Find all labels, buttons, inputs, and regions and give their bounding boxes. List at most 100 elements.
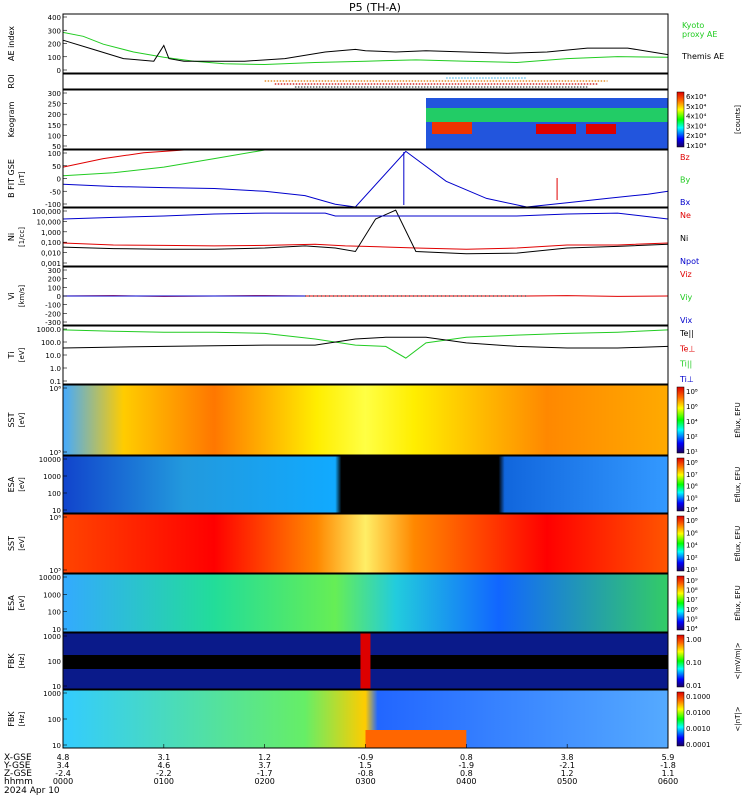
colorbar-tick-label: 10⁹ <box>686 577 698 585</box>
x-tick-zgse: 1.2 <box>561 769 574 778</box>
y-tick-label: 0 <box>57 293 61 301</box>
x-tick-xgse: -0.9 <box>358 753 374 762</box>
legend-entry: Te⊥ <box>679 344 695 353</box>
y-tick-label: 50 <box>52 143 61 151</box>
y-tick-label: 100,000 <box>32 208 61 216</box>
panel-frame <box>62 573 669 633</box>
x-tick-ygse: -1.8 <box>660 761 676 770</box>
colorbar-tick-label: 10⁴ <box>686 506 698 514</box>
colorbar-tick-label: 10¹ <box>686 566 698 574</box>
series-line <box>62 150 669 208</box>
colorbar-tick-label: 10¹ <box>686 448 698 456</box>
x-tick-xgse: 3.1 <box>157 753 170 762</box>
legend-entry: proxy AE <box>682 30 717 39</box>
legend-entry: Ti⊥ <box>679 375 694 384</box>
y-tick-label: 100 <box>48 284 61 292</box>
y-tick-label: 100.0 <box>41 339 61 347</box>
colorbar-tick-label: 10⁸ <box>686 388 698 396</box>
y-axis-label: ESA <box>7 595 16 611</box>
x-tick-xgse: 4.8 <box>57 753 70 762</box>
y-tick-label: 100 <box>48 716 61 724</box>
y-axis-units: [eV] <box>18 412 26 427</box>
y-axis-units: [eV] <box>18 477 26 492</box>
colorbar-label: Eflux, EFU <box>734 467 742 502</box>
panel-frame <box>62 325 669 385</box>
y-tick-label: 50 <box>52 163 61 171</box>
y-tick-label: 100 <box>48 150 61 158</box>
x-tick-hhmm: 0100 <box>154 777 174 786</box>
y-tick-label: 1,000 <box>41 229 61 237</box>
spectrogram <box>63 574 668 632</box>
spectrogram-band <box>365 730 467 748</box>
panel-frame <box>62 149 669 208</box>
y-axis-label: AE index <box>7 26 16 61</box>
y-axis-units: [Hz] <box>18 712 26 727</box>
y-tick-label: 1000 <box>43 591 61 599</box>
legend-entry: Te|| <box>679 329 694 338</box>
y-tick-label: 250 <box>48 101 61 109</box>
y-tick-label: 10 <box>52 626 61 634</box>
colorbar-label: Eflux, EFU <box>734 585 742 620</box>
colorbar <box>676 386 685 454</box>
colorbar-tick-label: 0.01 <box>686 682 702 690</box>
x-tick-zgse: 1.1 <box>662 769 675 778</box>
y-axis-label: Keogram <box>7 101 16 137</box>
y-tick-label: 10⁶ <box>49 385 61 393</box>
y-tick-label: 400 <box>48 14 61 22</box>
y-axis-label: Ni <box>7 233 16 241</box>
colorbar <box>676 457 685 512</box>
series-line <box>62 209 669 255</box>
x-tick-zgse: -1.7 <box>257 769 273 778</box>
y-axis-label: SST <box>7 412 16 427</box>
y-tick-label: 10 <box>52 507 61 515</box>
colorbar-tick-label: 10⁸ <box>686 517 698 525</box>
colorbar <box>676 691 685 747</box>
footer-label-zgse: Z-GSE <box>4 769 32 779</box>
y-tick-label: 1000 <box>43 633 61 641</box>
colorbar-tick-label: 0.0001 <box>686 741 711 749</box>
spectrogram <box>63 385 668 455</box>
spectrogram <box>63 456 668 513</box>
y-tick-label: -50 <box>50 188 61 196</box>
y-tick-label: 0 <box>57 67 61 75</box>
x-tick-ygse: 3.4 <box>57 761 70 770</box>
y-tick-label: -200 <box>45 310 61 318</box>
legend-entry: Vix <box>680 316 693 325</box>
y-axis-label: Vi <box>7 292 16 300</box>
colorbar-tick-label: 10⁴ <box>686 625 698 633</box>
y-tick-label: 0 <box>57 176 61 184</box>
y-tick-label: -100 <box>45 302 61 310</box>
series-line <box>62 39 669 62</box>
colorbar <box>676 91 685 148</box>
y-axis-label: FBK <box>7 653 16 669</box>
colorbar-tick-label: 3x10⁴ <box>686 122 707 130</box>
x-tick-ygse: 3.7 <box>258 761 271 770</box>
panel-frame <box>62 384 669 456</box>
colorbar-tick-label: 10⁷ <box>686 471 698 479</box>
x-tick-xgse: 0.8 <box>460 753 473 762</box>
colorbar-tick-label: 10⁵ <box>686 494 698 502</box>
colorbar-tick-label: 1.00 <box>686 636 702 644</box>
y-tick-label: 1000 <box>43 690 61 698</box>
y-axis-units: [Hz] <box>18 654 26 669</box>
y-tick-label: 150 <box>48 122 61 130</box>
y-tick-label: 10.0 <box>45 352 61 360</box>
panel-frame <box>62 455 669 514</box>
colorbar-tick-label: 1x10⁴ <box>686 142 707 150</box>
x-tick-hhmm: 0400 <box>456 777 476 786</box>
y-axis-label: Ti <box>7 352 16 360</box>
panel-frame <box>62 73 669 90</box>
x-tick-xgse: 1.2 <box>258 753 271 762</box>
colorbar-tick-label: 10⁸ <box>686 459 698 467</box>
colorbar-label: Eflux, EFU <box>734 402 742 437</box>
colorbar-tick-label: 10² <box>686 554 698 562</box>
y-tick-label: 100 <box>48 132 61 140</box>
y-tick-label: 200 <box>48 41 61 49</box>
y-axis-label: ROI <box>7 74 16 88</box>
y-tick-label: 0,100 <box>41 239 61 247</box>
panel-frame <box>62 207 669 267</box>
colorbar-tick-label: 10⁶ <box>686 606 698 614</box>
x-tick-ygse: 4.6 <box>157 761 170 770</box>
x-tick-hhmm: 0600 <box>658 777 678 786</box>
